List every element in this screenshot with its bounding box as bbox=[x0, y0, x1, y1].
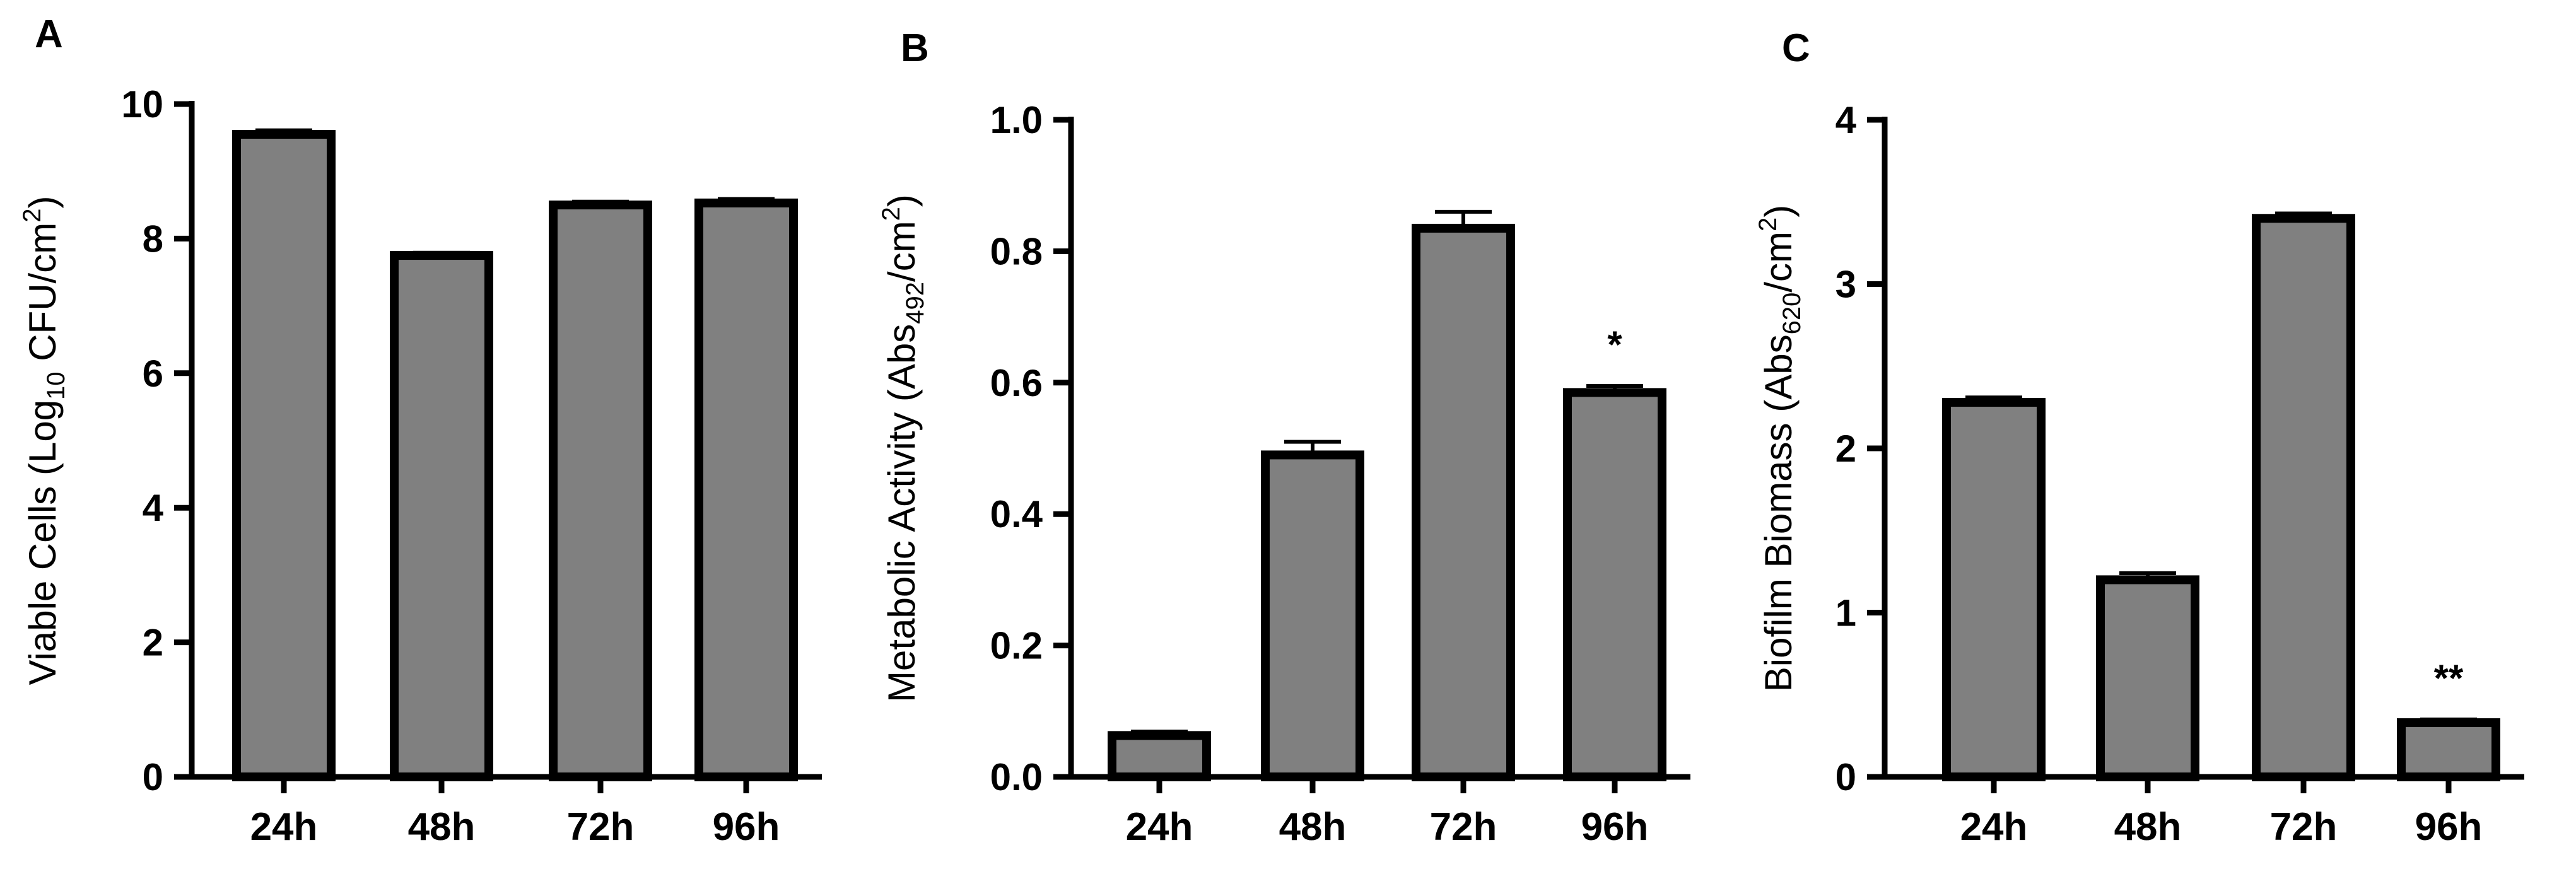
y-tick-label: 10 bbox=[121, 83, 163, 125]
error-bar-24h bbox=[1131, 730, 1188, 736]
bar-24h bbox=[232, 130, 336, 781]
panel-letter: B bbox=[901, 26, 929, 70]
bar-24h bbox=[1108, 731, 1211, 781]
y-tick-label: 0.8 bbox=[990, 230, 1043, 272]
y-tick-label: 0 bbox=[1835, 756, 1856, 798]
y-tick-label: 2 bbox=[143, 622, 163, 664]
y-tick-label: 1 bbox=[1835, 592, 1856, 634]
y-tick-label: 4 bbox=[1835, 99, 1857, 141]
y-tick-label: 0.4 bbox=[990, 493, 1043, 535]
significance-marker: * bbox=[1607, 323, 1622, 366]
bar-96h bbox=[2397, 718, 2500, 782]
panel-b: B 24h 48h 72h * 96h 0.0 0.2 0.4 0.6 0.8 1.0 Metaboli… bbox=[877, 26, 1690, 849]
x-tick-label: 24h bbox=[250, 805, 318, 849]
bar-48h bbox=[1261, 450, 1364, 781]
x-tick-label: 96h bbox=[2415, 805, 2483, 849]
x-tick-label: 24h bbox=[1960, 805, 2028, 849]
y-tick-label: 4 bbox=[143, 487, 164, 529]
error-bar-96h bbox=[2420, 717, 2477, 723]
x-tick-label: 48h bbox=[2114, 805, 2182, 849]
bar-48h bbox=[2096, 575, 2199, 782]
y-tick-label: 1.0 bbox=[990, 99, 1043, 141]
error-bar-96h bbox=[1586, 384, 1643, 393]
error-bar-72h bbox=[572, 199, 629, 206]
x-tick-label: 72h bbox=[567, 805, 635, 849]
y-axis-label: Metabolic Activity (Abs492/cm2) bbox=[877, 194, 929, 702]
y-axis-label: Biofilm Biomass (Abs620/cm2) bbox=[1754, 205, 1806, 692]
panel-a: A 24h 48h 72h 96h 0 2 4 6 8 10 Viable Cells (Log10 … bbox=[18, 13, 822, 849]
error-bar-72h bbox=[1435, 209, 1492, 228]
significance-marker: ** bbox=[2434, 657, 2464, 699]
x-tick-label: 72h bbox=[2270, 805, 2338, 849]
bar-96h bbox=[694, 198, 798, 781]
error-bar-24h bbox=[255, 128, 312, 135]
y-tick-label: 2 bbox=[1835, 428, 1856, 470]
y-tick-label: 8 bbox=[143, 218, 163, 260]
error-bar-96h bbox=[718, 197, 775, 203]
x-tick-label: 96h bbox=[713, 805, 780, 849]
y-tick-label: 6 bbox=[143, 353, 163, 395]
y-tick-label: 0.0 bbox=[990, 756, 1043, 798]
bar-72h bbox=[549, 201, 652, 781]
error-bar-48h bbox=[413, 250, 470, 256]
bar-48h bbox=[390, 251, 493, 781]
x-tick-label: 48h bbox=[408, 805, 476, 849]
error-bar-48h bbox=[1284, 440, 1341, 455]
error-bar-72h bbox=[2275, 211, 2332, 219]
y-axis-label: Viable Cells (Log10 CFU/cm2) bbox=[18, 196, 70, 685]
y-tick-label: 0.6 bbox=[990, 362, 1043, 404]
x-tick-label: 96h bbox=[1581, 805, 1649, 849]
panel-letter: C bbox=[1782, 26, 1810, 70]
x-tick-label: 72h bbox=[1430, 805, 1497, 849]
x-tick-label: 48h bbox=[1279, 805, 1347, 849]
y-tick-label: 0.2 bbox=[990, 625, 1043, 667]
panel-c: C 24h 48h 72h ** 96h 0 1 2 3 4 Biofilm Biomass (Abs… bbox=[1754, 26, 2524, 849]
error-bar-48h bbox=[2119, 571, 2176, 580]
y-tick-label: 0 bbox=[143, 756, 163, 798]
bar-72h bbox=[1412, 223, 1515, 781]
bar-72h bbox=[2252, 214, 2355, 781]
panel-letter: A bbox=[35, 13, 63, 56]
error-bar-24h bbox=[1965, 395, 2022, 403]
y-tick-label: 3 bbox=[1835, 264, 1856, 306]
bar-24h bbox=[1942, 398, 2046, 781]
bar-96h bbox=[1563, 388, 1666, 781]
x-tick-label: 24h bbox=[1126, 805, 1193, 849]
